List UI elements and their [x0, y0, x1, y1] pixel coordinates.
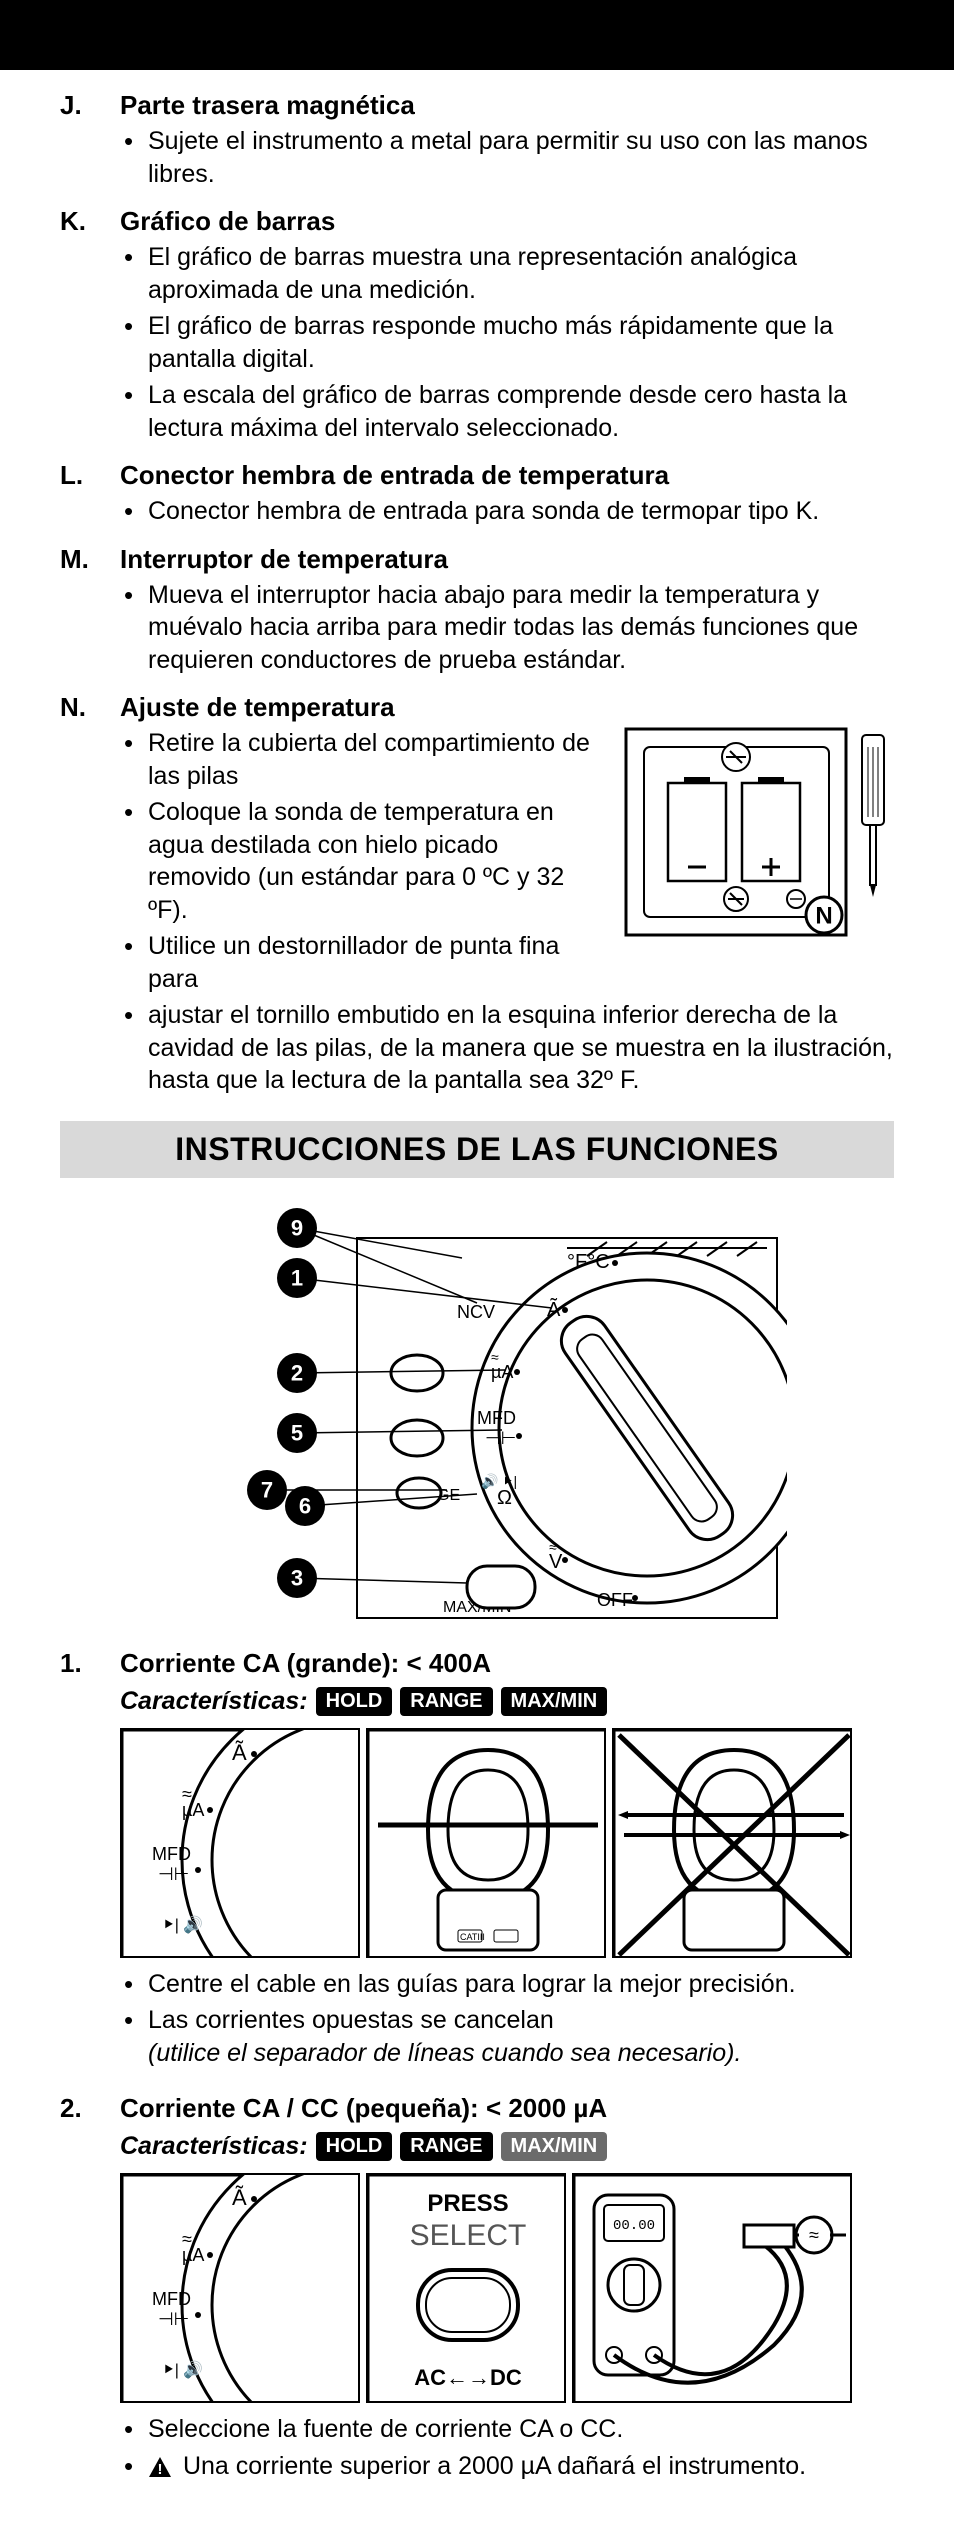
svg-text:🔊 ⯈|: 🔊 ⯈|	[481, 1472, 517, 1490]
badge-hold: HOLD	[316, 2132, 393, 2161]
bullet: La escala del gráfico de barras comprend…	[120, 379, 894, 444]
svg-text:MFD: MFD	[152, 1844, 191, 1864]
func1-images: Ã ≈ µA MFD ⊣⊢ ⯈| 🔊 CATIII	[120, 1728, 894, 1958]
item-title-n: Ajuste de temperatura	[120, 692, 894, 723]
bullet: Utilice un destornillador de punta fina …	[120, 930, 608, 995]
bullet: Centre el cable en las guías para lograr…	[120, 1968, 894, 2001]
svg-text:MFD: MFD	[152, 2289, 191, 2309]
svg-text:1: 1	[291, 1265, 303, 1290]
item-letter-j: J.	[60, 90, 120, 194]
func2-images: Ã ≈ µA MFD ⊣⊢ ⯈| 🔊 PRESS SELECT AC←→DC	[120, 2173, 894, 2403]
bullet: ajustar el tornillo embutido en la esqui…	[120, 999, 894, 1097]
item-letter-k: K.	[60, 206, 120, 448]
svg-text:≈: ≈	[549, 1539, 557, 1555]
svg-text:CATIII: CATIII	[460, 1932, 485, 1942]
svg-text:≈: ≈	[809, 2225, 819, 2245]
svg-text:MFD: MFD	[477, 1408, 516, 1428]
item-letter-m: M.	[60, 544, 120, 681]
svg-text:µA: µA	[182, 2245, 204, 2265]
warning-icon: !	[148, 2456, 172, 2478]
svg-text:9: 9	[291, 1215, 303, 1240]
badge-maxmin: MAX/MIN	[501, 1687, 608, 1716]
battery-compartment-diagram: N	[624, 727, 894, 937]
svg-text:µA: µA	[491, 1362, 513, 1382]
svg-text:2: 2	[291, 1360, 303, 1385]
svg-text:OFF: OFF	[597, 1590, 633, 1610]
svg-text:NCV: NCV	[457, 1302, 495, 1322]
svg-text:Ω: Ω	[497, 1487, 512, 1509]
svg-text:µA: µA	[182, 1800, 204, 1820]
bullet: Mueva el interruptor hacia abajo para me…	[120, 579, 894, 677]
features-label: Características:	[120, 2132, 308, 2161]
item-letter-l: L.	[60, 460, 120, 532]
svg-text:6: 6	[299, 1493, 311, 1518]
bullet: Seleccione la fuente de corriente CA o C…	[120, 2413, 894, 2446]
badge-hold: HOLD	[316, 1687, 393, 1716]
svg-text:!: !	[158, 2461, 163, 2478]
item-title-l: Conector hembra de entrada de temperatur…	[120, 460, 894, 491]
svg-text:PRESS: PRESS	[427, 2190, 508, 2217]
bullet: Las corrientes opuestas se cancelan (uti…	[120, 2004, 894, 2069]
item-title-j: Parte trasera magnética	[120, 90, 894, 121]
badge-range: RANGE	[400, 2132, 492, 2161]
badge-maxmin-gray: MAX/MIN	[501, 2132, 608, 2161]
svg-text:N: N	[815, 903, 832, 930]
func2-num: 2.	[60, 2093, 120, 2486]
dial-diagram: °F°C NCV Ã µA ≈ MFD ⊣⊢ GE Ω 🔊 ⯈| V ≈ MAX…	[167, 1198, 787, 1628]
func1-title: Corriente CA (grande): < 400A	[120, 1648, 894, 1679]
bullet-warning: ! Una corriente superior a 2000 µA dañar…	[120, 2450, 894, 2483]
svg-text:3: 3	[291, 1565, 303, 1590]
item-title-k: Gráfico de barras	[120, 206, 894, 237]
section-header: INSTRUCCIONES DE LAS FUNCIONES	[60, 1121, 894, 1178]
svg-text:SELECT: SELECT	[410, 2219, 527, 2252]
func2-title: Corriente CA / CC (pequeña): < 2000 µA	[120, 2093, 894, 2124]
svg-text:Ã: Ã	[547, 1297, 561, 1321]
svg-text:7: 7	[261, 1477, 273, 1502]
svg-text:⊣⊢: ⊣⊢	[158, 2309, 189, 2329]
svg-text:AC←→DC: AC←→DC	[414, 2365, 522, 2390]
bullet: El gráfico de barras muestra una represe…	[120, 241, 894, 306]
bullet: Conector hembra de entrada para sonda de…	[120, 495, 894, 528]
svg-text:00.00: 00.00	[613, 2218, 655, 2234]
bullet: Sujete el instrumento a metal para permi…	[120, 125, 894, 190]
features-label: Características:	[120, 1687, 308, 1716]
svg-text:≈: ≈	[491, 1349, 499, 1365]
svg-text:⊣⊢: ⊣⊢	[158, 1864, 189, 1884]
svg-text:Ã: Ã	[232, 2185, 247, 2210]
svg-text:5: 5	[291, 1420, 303, 1445]
svg-text:°F°C: °F°C	[567, 1251, 610, 1273]
svg-text:⯈| 🔊: ⯈| 🔊	[162, 1915, 203, 1934]
badge-range: RANGE	[400, 1687, 492, 1716]
bullet: Retire la cubierta del compartimiento de…	[120, 727, 608, 792]
bullet: Coloque la sonda de temperatura en agua …	[120, 796, 608, 926]
bullet: El gráfico de barras responde mucho más …	[120, 310, 894, 375]
item-letter-n: N.	[60, 692, 120, 1101]
func1-num: 1.	[60, 1648, 120, 2074]
svg-text:⯈| 🔊: ⯈| 🔊	[162, 2360, 203, 2379]
item-title-m: Interruptor de temperatura	[120, 544, 894, 575]
svg-text:⊣⊢: ⊣⊢	[485, 1428, 516, 1448]
svg-text:Ã: Ã	[232, 1740, 247, 1765]
